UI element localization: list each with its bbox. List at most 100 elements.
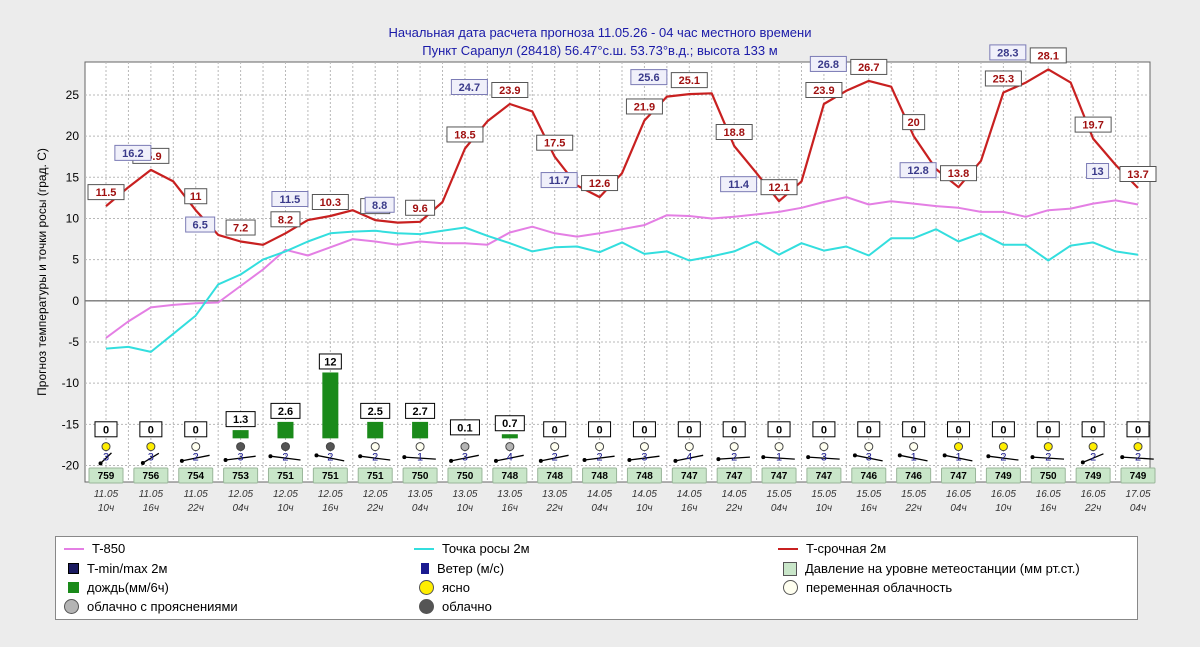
cloud-icon [729,442,739,452]
minmax-label: 11.7 [549,175,570,187]
wind-arrow [988,455,1019,461]
temp-label: 23.9 [813,85,834,97]
y-tick-label: -20 [62,459,80,473]
x-tick-date: 14.05 [722,489,747,500]
pressure-label: 746 [860,471,877,482]
pressure-box [537,467,573,484]
rain-label: 0 [103,424,109,436]
pressure-label: 750 [1040,471,1057,482]
x-tick-date: 12.05 [318,489,343,500]
legend-label-pressure: Давление на уровне метеостанции (мм рт.с… [805,561,1080,576]
wind-arrow [1082,453,1104,464]
wind-speed: 3 [148,451,154,463]
rain-label: 0 [1135,424,1141,436]
temp-label-box [715,124,753,140]
x-tick-hour: 10ч [277,503,293,514]
pressure-box [492,467,528,484]
series-line-dew [105,226,1139,353]
x-tick-hour: 04ч [232,503,248,514]
pressure-box [223,467,259,484]
cloud-icon [684,442,694,452]
rain-label: 1.3 [233,414,248,426]
legend-label-sunny: ясно [442,580,470,595]
minmax-label: 6.5 [193,220,208,232]
temp-label: 11.5 [96,187,117,199]
rain-label-box [94,421,118,438]
rain-bar [412,421,429,439]
x-tick-date: 11.05 [94,489,119,500]
pressure-box [1075,467,1111,484]
legend-swatch-wind [421,563,429,574]
rain-label-box [677,421,701,438]
wind-arrow-head [449,458,454,463]
x-tick-hour: 04ч [950,503,966,514]
wind-arrow-head [140,460,145,465]
x-tick-hour: 04ч [412,503,428,514]
y-tick-label: 10 [66,211,80,225]
rain-label-box [722,421,746,438]
cloud-icon [550,442,560,452]
legend-item-cloudy: облачно [419,599,492,614]
pressure-label: 750 [457,471,474,482]
y-tick-label: -15 [62,417,80,431]
cloud-icon [1088,442,1098,452]
wind-arrow [181,454,210,462]
x-tick-hour: 04ч [1130,503,1146,514]
rain-label-box [947,421,971,438]
temp-label: 25.3 [993,73,1014,85]
wind-speed: 4 [507,451,513,463]
y-axis-label: Прогноз температуры и точки росы (град. … [35,148,49,396]
wind-arrow [450,454,479,462]
cloud-icon [419,599,434,614]
x-tick-hour: 22ч [1084,503,1101,514]
wind-arrow-head [1120,455,1125,460]
series-line-t850 [105,196,1139,339]
pressure-label: 750 [412,471,429,482]
wind-arrow [316,454,345,462]
y-tick-label: 15 [66,170,80,184]
pressure-label: 748 [546,471,563,482]
x-tick-hour: 22ч [187,503,204,514]
y-tick-label: 5 [72,253,79,267]
rain-label: 0 [193,424,199,436]
rain-label-box [543,421,567,438]
rain-label: 0 [821,424,827,436]
wind-arrow [854,454,883,462]
pressure-box [357,467,393,484]
chart-title-line2: Пункт Сарапул (28418) 56.47°с.ш. 53.73°в… [422,43,778,58]
pressure-label: 747 [771,471,788,482]
rain-label-box [588,421,612,438]
minmax-label-box [630,69,668,86]
temp-label: 10.3 [320,197,341,209]
minmax-label-box [450,79,488,95]
legend-label-partly: переменная облачность [806,580,953,595]
x-tick-date: 16.05 [1081,489,1106,500]
x-tick-hour: 16ч [502,503,518,514]
wind-speed: 2 [372,451,378,463]
x-tick-hour: 10ч [816,503,832,514]
x-tick-hour: 10ч [98,503,114,514]
pressure-label: 748 [591,471,608,482]
cloud-icon [639,442,649,452]
pressure-box [851,467,887,484]
rain-label: 0 [1000,424,1006,436]
wind-speed: 2 [1135,451,1141,463]
minmax-label-box [540,172,578,189]
wind-speed: 4 [686,451,692,463]
pressure-box [88,467,124,484]
legend-item-cloudy-partly: облачно с прояснениями [64,599,238,614]
temp-label: 11 [190,191,202,203]
x-tick-hour: 22ч [904,503,921,514]
wind-speed: 2 [552,451,558,463]
minmax-label-box [720,176,758,193]
temp-label: 19.7 [1082,120,1103,132]
cloud-icon [191,442,201,452]
rain-label: 0 [641,424,647,436]
temp-label-box [225,219,256,236]
pressure-label: 751 [277,471,294,482]
legend-swatch-rain [68,582,79,593]
x-tick-hour: 22ч [546,503,563,514]
wind-arrow-head [1080,460,1085,465]
legend-item-pressure: Давление на уровне метеостанции (мм рт.с… [783,561,1080,576]
